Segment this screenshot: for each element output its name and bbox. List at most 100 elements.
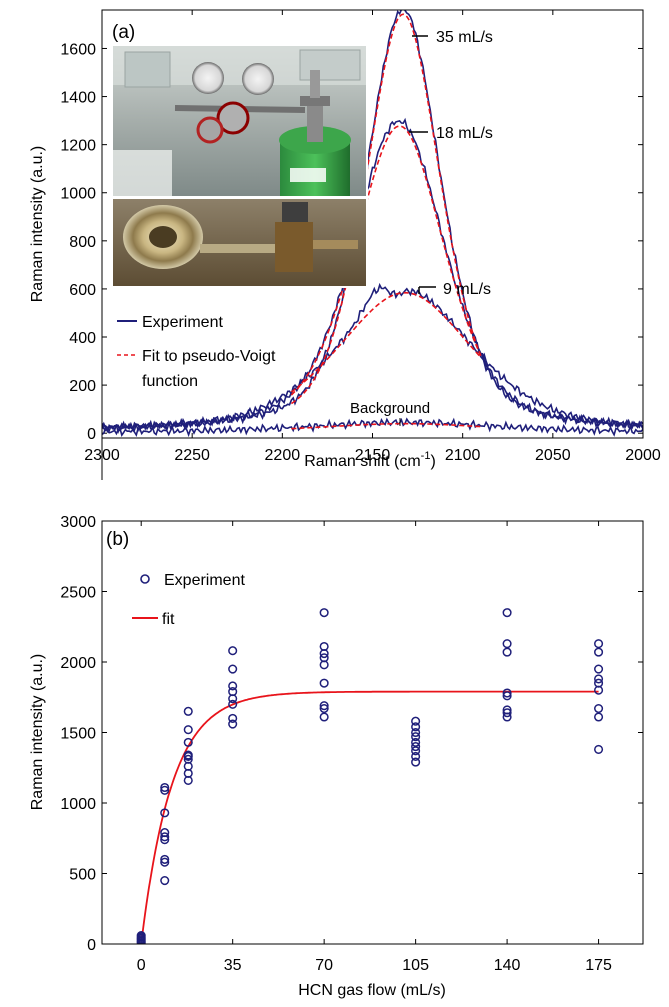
x-tick-label: 2300 — [84, 447, 120, 464]
panel-a-xlabel: Raman shift (cm-1) — [304, 450, 436, 470]
gauge-icon — [192, 62, 224, 94]
data-point — [411, 716, 421, 726]
panel-b-axes-box — [101, 520, 644, 945]
inset-photo-cylinder — [112, 45, 367, 196]
y-tick-label: 0 — [87, 426, 96, 443]
data-point — [594, 639, 604, 649]
data-point — [319, 701, 329, 711]
data-point — [228, 681, 238, 691]
data-point — [502, 688, 512, 698]
inset-photo-nozzle — [112, 199, 367, 287]
annotation-35: 35 mL/s — [436, 29, 493, 46]
data-point — [228, 664, 238, 674]
data-point — [319, 653, 329, 663]
y-tick-label: 1200 — [60, 138, 96, 155]
fit-curve — [290, 13, 482, 405]
y-tick-label: 3000 — [60, 514, 96, 531]
y-tick-label: 2000 — [60, 655, 96, 672]
legend-label-experiment-b: Experiment — [164, 572, 245, 589]
data-point — [502, 705, 512, 715]
panel-a-label: (a) — [112, 22, 135, 43]
y-tick-label: 200 — [69, 378, 96, 395]
data-point — [183, 706, 193, 716]
data-point — [411, 727, 421, 738]
y-tick-label: 2500 — [60, 585, 96, 602]
experiment-curve — [102, 117, 643, 434]
panel-b-legend: Experiment fit — [132, 572, 245, 628]
data-point — [411, 751, 421, 762]
data-point — [502, 647, 512, 657]
data-point — [502, 691, 512, 701]
legend-label-fit: Fit to pseudo-Voigt — [142, 348, 276, 365]
panel-b: 0 35 70 105 140 175 0 500 1000 1500 2000 2500 3000 (… — [29, 514, 644, 999]
data-point — [160, 876, 170, 886]
panel-b-ticks: 0 35 70 105 140 175 0 500 1000 1500 2000 2500 3000 — [60, 514, 643, 974]
x-tick-label: 140 — [494, 957, 521, 974]
x-tick-label: 2000 — [625, 447, 661, 464]
panel-a-axes-box — [101, 9, 644, 439]
panel-a-curves — [102, 10, 643, 438]
panel-a-legend: Experiment Fit to pseudo-Voigt function — [117, 314, 276, 390]
experiment-curve — [102, 282, 643, 433]
x-tick-label: 2100 — [445, 447, 481, 464]
y-tick-label: 1000 — [60, 796, 96, 813]
data-point — [594, 744, 604, 754]
data-point — [228, 713, 238, 723]
data-point — [319, 608, 329, 618]
x-tick-label: 70 — [315, 957, 333, 974]
panel-b-plot — [136, 608, 604, 944]
legend-marker-experiment — [140, 574, 150, 584]
x-tick-label: 0 — [137, 957, 146, 974]
annotation-18: 18 mL/s — [436, 125, 493, 142]
y-tick-label: 500 — [69, 867, 96, 884]
peak-annotations: 35 mL/s 18 mL/s 9 mL/s Background — [350, 29, 493, 426]
panel-a-ylabel: Raman intensity (a.u.) — [29, 146, 46, 303]
x-tick-label: 105 — [402, 957, 429, 974]
data-point — [594, 664, 604, 674]
data-point — [502, 639, 512, 649]
data-point — [228, 687, 238, 697]
y-tick-label: 800 — [69, 234, 96, 251]
legend-label-experiment: Experiment — [142, 314, 223, 331]
fit-curve — [290, 291, 482, 393]
panel-a: 2300 2250 2200 2150 2100 2050 2000 0 200 400 600 80… — [29, 9, 661, 480]
y-tick-label: 0 — [87, 937, 96, 954]
x-tick-label: 2200 — [265, 447, 301, 464]
y-tick-label: 1500 — [60, 726, 96, 743]
panel-a-ticks: 2300 2250 2200 2150 2100 2050 2000 0 200 400 600 80… — [60, 10, 661, 464]
data-point — [160, 832, 170, 842]
panel-b-xlabel: HCN gas flow (mL/s) — [298, 982, 446, 999]
data-point — [319, 678, 329, 688]
y-tick-label: 1600 — [60, 41, 96, 58]
data-point — [594, 674, 604, 684]
data-point — [411, 746, 421, 756]
y-tick-label: 1000 — [60, 186, 96, 203]
data-point — [183, 754, 193, 764]
data-point — [183, 750, 193, 760]
data-point — [502, 608, 512, 618]
data-point — [228, 719, 238, 729]
experiment-curve — [102, 417, 643, 438]
data-point — [594, 678, 604, 688]
fit-line — [140, 690, 599, 939]
data-point — [160, 785, 170, 795]
data-point — [594, 712, 604, 722]
x-tick-label: 2050 — [535, 447, 571, 464]
data-point — [183, 737, 193, 747]
data-point — [319, 703, 329, 714]
fit-curve — [290, 125, 482, 396]
legend-label-fit-b: fit — [162, 611, 175, 628]
data-point — [160, 857, 170, 867]
x-tick-label: 2150 — [355, 447, 391, 464]
data-point — [411, 742, 421, 752]
data-point — [160, 782, 170, 793]
y-tick-label: 600 — [69, 282, 96, 299]
x-tick-label: 35 — [224, 957, 242, 974]
data-point — [228, 699, 238, 709]
data-point — [228, 646, 238, 656]
data-point — [502, 708, 512, 718]
data-point — [319, 712, 329, 722]
x-tick-label: 2250 — [174, 447, 210, 464]
panel-b-ylabel: Raman intensity (a.u.) — [29, 654, 46, 811]
